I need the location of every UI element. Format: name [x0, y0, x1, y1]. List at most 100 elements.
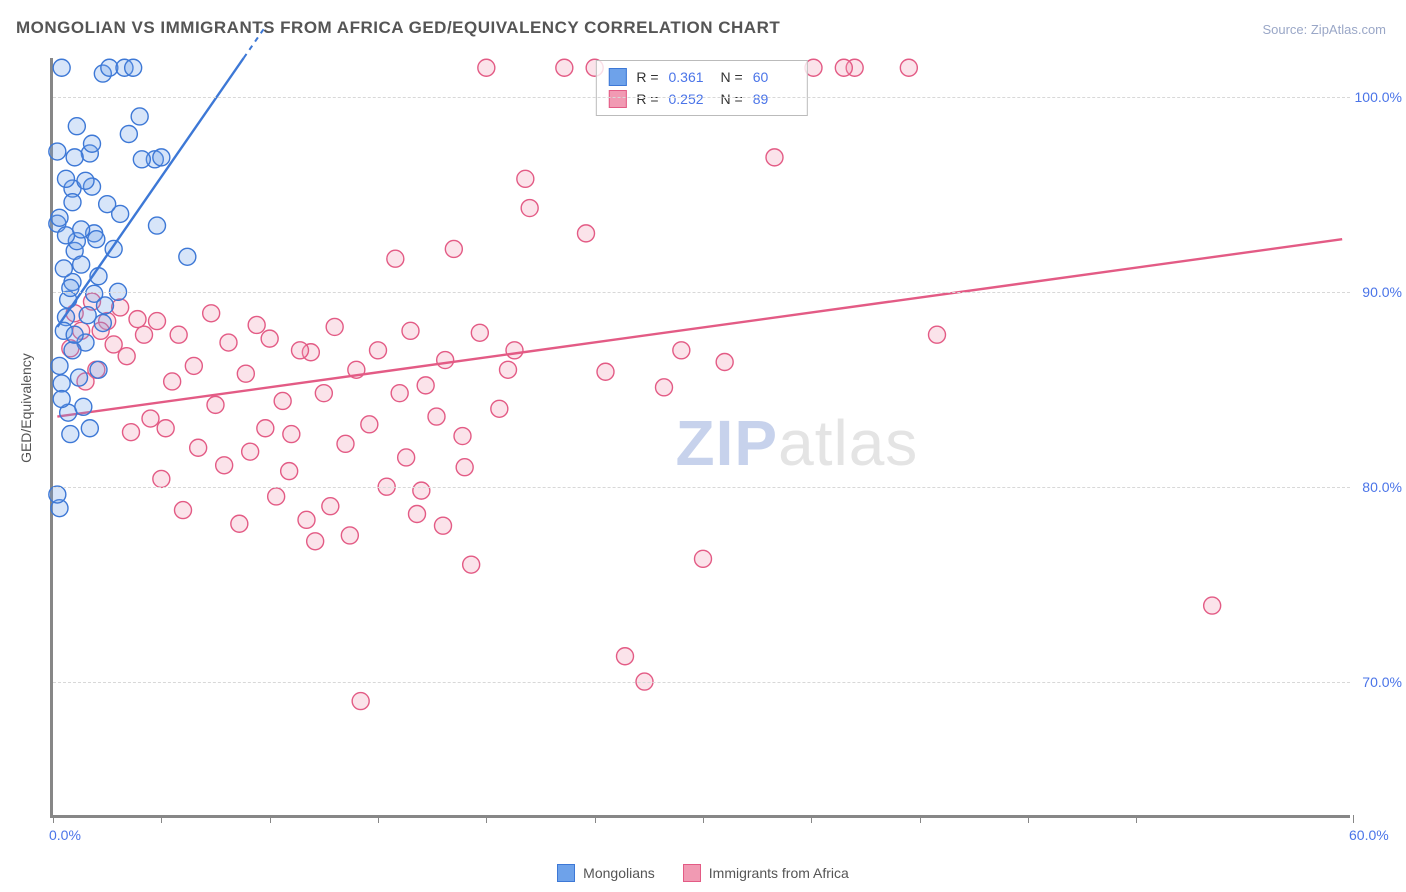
- data-point: [157, 420, 174, 437]
- data-point: [58, 227, 75, 244]
- data-point: [517, 170, 534, 187]
- data-point: [94, 315, 111, 332]
- data-point: [97, 297, 114, 314]
- data-point: [578, 225, 595, 242]
- data-point: [257, 420, 274, 437]
- data-point: [274, 392, 291, 409]
- x-tick: [1136, 815, 1137, 823]
- x-tick-label: 0.0%: [49, 827, 81, 843]
- data-point: [149, 217, 166, 234]
- x-tick-label: 60.0%: [1349, 827, 1389, 843]
- data-point: [49, 143, 66, 160]
- data-point: [203, 305, 220, 322]
- y-tick-label: 70.0%: [1362, 674, 1402, 690]
- data-point: [105, 336, 122, 353]
- data-point: [506, 342, 523, 359]
- stat-row: R = 0.361 N = 60: [608, 66, 794, 88]
- data-point: [1204, 597, 1221, 614]
- data-point: [149, 313, 166, 330]
- data-point: [58, 170, 75, 187]
- data-point: [220, 334, 237, 351]
- x-tick: [703, 815, 704, 823]
- data-point: [242, 443, 259, 460]
- data-point: [216, 457, 233, 474]
- data-point: [248, 316, 265, 333]
- data-point: [370, 342, 387, 359]
- data-point: [79, 307, 96, 324]
- data-point: [123, 424, 140, 441]
- data-point: [283, 426, 300, 443]
- data-point: [521, 200, 538, 217]
- data-point: [281, 463, 298, 480]
- plot-area: ZIPatlas R = 0.361 N = 60 R = 0.252 N = …: [50, 58, 1350, 818]
- x-tick: [1353, 815, 1354, 823]
- data-point: [413, 482, 430, 499]
- data-point: [179, 248, 196, 265]
- data-point: [131, 108, 148, 125]
- data-point: [153, 470, 170, 487]
- data-point: [73, 256, 90, 273]
- data-point: [341, 527, 358, 544]
- gridline: [53, 97, 1350, 98]
- data-point: [409, 506, 426, 523]
- data-point: [84, 135, 101, 152]
- data-point: [929, 326, 946, 343]
- data-point: [428, 408, 445, 425]
- data-point: [62, 279, 79, 296]
- data-point: [673, 342, 690, 359]
- data-point: [153, 149, 170, 166]
- data-point: [445, 240, 462, 257]
- stat-r-value-0: 0.361: [669, 69, 711, 85]
- data-point: [597, 363, 614, 380]
- data-point: [237, 365, 254, 382]
- data-point: [437, 352, 454, 369]
- chart-title: MONGOLIAN VS IMMIGRANTS FROM AFRICA GED/…: [16, 18, 780, 38]
- data-point: [456, 459, 473, 476]
- data-point: [292, 342, 309, 359]
- data-point: [478, 59, 495, 76]
- x-tick: [161, 815, 162, 823]
- series-swatch-1: [608, 90, 626, 108]
- y-tick-label: 80.0%: [1362, 479, 1402, 495]
- stat-r-label: R =: [636, 91, 658, 107]
- data-point: [298, 511, 315, 528]
- data-point: [66, 326, 83, 343]
- data-point: [337, 435, 354, 452]
- stat-row: R = 0.252 N = 89: [608, 88, 794, 110]
- gridline: [53, 292, 1350, 293]
- data-point: [68, 118, 85, 135]
- x-tick: [270, 815, 271, 823]
- data-point: [64, 194, 81, 211]
- data-point: [164, 373, 181, 390]
- stat-r-value-1: 0.252: [669, 91, 711, 107]
- data-point: [77, 172, 94, 189]
- stat-n-value-0: 60: [753, 69, 795, 85]
- source-credit: Source: ZipAtlas.com: [1262, 22, 1386, 37]
- legend-label-1: Immigrants from Africa: [709, 865, 849, 881]
- stat-n-label: N =: [721, 69, 743, 85]
- legend-item-0: Mongolians: [557, 864, 655, 882]
- data-point: [90, 361, 107, 378]
- data-point: [656, 379, 673, 396]
- data-point: [81, 420, 98, 437]
- legend-label-0: Mongolians: [583, 865, 655, 881]
- stat-r-label: R =: [636, 69, 658, 85]
- data-point: [53, 391, 70, 408]
- data-point: [307, 533, 324, 550]
- data-point: [556, 59, 573, 76]
- data-point: [463, 556, 480, 573]
- data-point: [716, 354, 733, 371]
- legend-item-1: Immigrants from Africa: [683, 864, 849, 882]
- data-point: [322, 498, 339, 515]
- data-point: [617, 648, 634, 665]
- data-point: [500, 361, 517, 378]
- data-point: [101, 59, 118, 76]
- series-swatch-0: [608, 68, 626, 86]
- data-point: [491, 400, 508, 417]
- data-point: [454, 428, 471, 445]
- data-point: [361, 416, 378, 433]
- legend-swatch-1: [683, 864, 701, 882]
- gridline: [53, 487, 1350, 488]
- data-point: [99, 196, 116, 213]
- data-point: [417, 377, 434, 394]
